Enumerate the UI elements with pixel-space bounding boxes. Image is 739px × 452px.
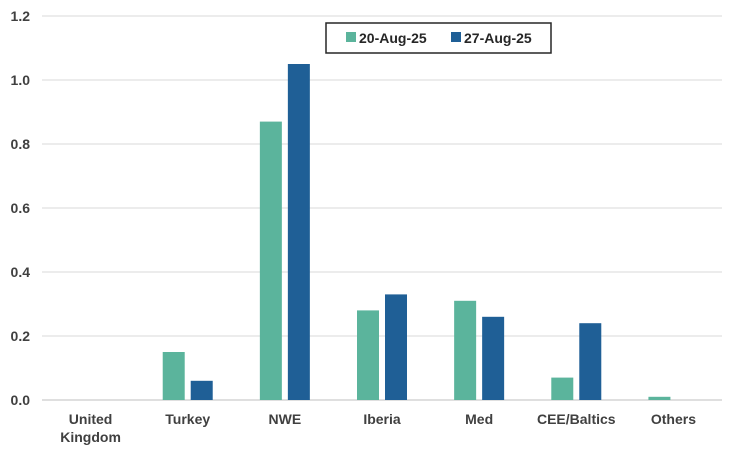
y-tick-label: 1.2	[11, 8, 31, 24]
y-tick-label: 0.8	[11, 136, 31, 152]
legend: 20-Aug-25 27-Aug-25	[325, 22, 552, 54]
y-tick-label: 0.4	[11, 264, 31, 280]
y-tick-label: 0.6	[11, 200, 31, 216]
bar-27-aug-25	[385, 294, 407, 400]
y-tick-label: 0.2	[11, 328, 31, 344]
bar-27-aug-25	[482, 316, 505, 400]
bar-27-aug-25	[579, 323, 602, 400]
x-category-label: Med	[465, 411, 493, 427]
legend-label: 27-Aug-25	[464, 30, 532, 46]
bar-20-aug-25	[648, 396, 671, 400]
bar-20-aug-25	[454, 300, 477, 400]
legend-box	[325, 22, 552, 54]
legend-swatch	[346, 32, 356, 42]
x-axis-categories: United Kingdom Turkey NWE Iberia Med CEE/Balti…	[60, 411, 696, 445]
y-axis-ticks: 0.0 0.2 0.4 0.6 0.8 1.0 1.2	[11, 8, 31, 408]
x-category-label: Iberia	[363, 411, 401, 427]
bar-20-aug-25	[162, 352, 185, 400]
bar-20-aug-25	[259, 121, 282, 400]
x-category-label: Turkey	[165, 411, 210, 427]
bar-27-aug-25	[287, 64, 310, 400]
bar-27-aug-25	[190, 380, 213, 400]
legend-swatch	[451, 32, 461, 42]
x-category-label: CEE/Baltics	[537, 411, 616, 427]
x-category-label: United	[69, 411, 113, 427]
y-tick-label: 1.0	[11, 72, 31, 88]
legend-label: 20-Aug-25	[359, 30, 427, 46]
bar-20-aug-25	[357, 310, 379, 400]
bar-20-aug-25	[551, 377, 574, 400]
bars	[162, 64, 671, 400]
x-category-label: Others	[651, 411, 696, 427]
y-tick-label: 0.0	[11, 392, 31, 408]
x-category-label: NWE	[269, 411, 302, 427]
x-category-label: Kingdom	[60, 429, 121, 445]
gridlines	[42, 15, 722, 401]
